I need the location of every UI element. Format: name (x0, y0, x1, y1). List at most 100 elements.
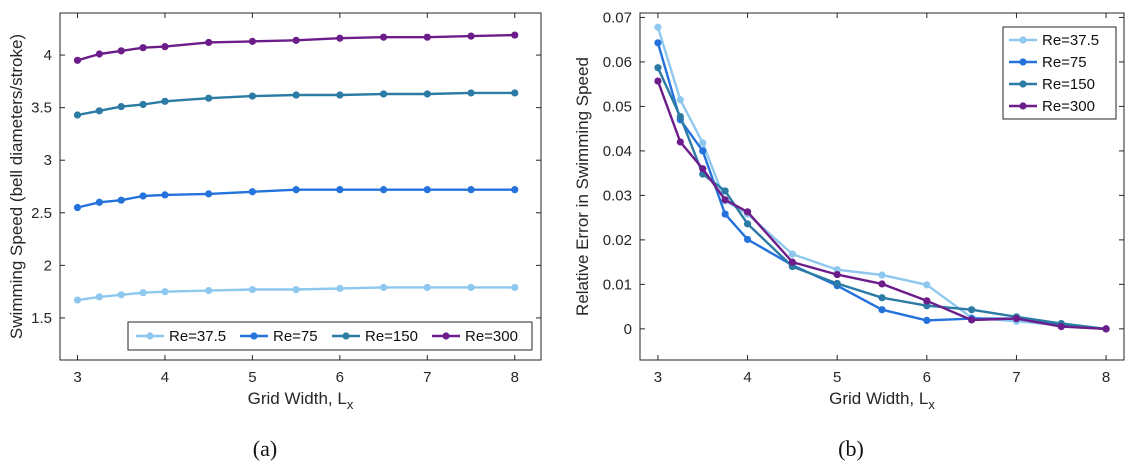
data-point (336, 284, 344, 293)
data-point (1012, 315, 1021, 323)
y-tick-label: 0.02 (603, 232, 632, 249)
data-point (205, 287, 213, 295)
data-point (721, 187, 729, 195)
y-axis-label: Swimming Speed (bell diameters/stroke) (7, 34, 26, 339)
y-tick-label: 2.5 (31, 205, 52, 222)
x-tick-label: 8 (1102, 369, 1110, 386)
legend-label: Re=150 (365, 328, 418, 345)
y-tick-label: 0.04 (603, 143, 632, 160)
y-tick-label: 3 (44, 152, 52, 169)
x-tick-label: 8 (511, 369, 519, 386)
x-tick-label: 6 (923, 369, 931, 386)
data-point (139, 192, 147, 200)
data-point (423, 283, 431, 292)
data-point (95, 107, 103, 115)
y-tick-label: 2 (44, 257, 52, 274)
data-point (423, 90, 431, 98)
data-point (95, 293, 103, 301)
series-re-37-5 (73, 283, 519, 304)
x-tick-label: 4 (161, 369, 169, 386)
data-point (73, 56, 82, 64)
x-tick-label: 5 (248, 369, 256, 386)
data-point (205, 38, 213, 47)
data-point (743, 208, 752, 216)
x-tick-label: 7 (1012, 369, 1020, 386)
chart-panel-b: 3 4 5 6 7 8 0 0.01 0.02 0.03 0.04 0.05 0.06 0.07 Grid … (573, 9, 1125, 461)
legend-box (127, 321, 533, 351)
y-tick-label: 1.5 (31, 310, 52, 327)
panel-caption: (a) (253, 436, 277, 461)
axes-box (59, 12, 542, 361)
legend-label: Re=37.5 (1042, 32, 1099, 49)
data-point (923, 297, 931, 305)
data-point (699, 165, 707, 173)
y-tick-label: 0.06 (603, 54, 632, 71)
data-point (676, 138, 684, 146)
data-point (95, 50, 103, 58)
data-point (511, 186, 519, 194)
data-point (139, 100, 147, 109)
y-tick-label: 0.07 (603, 9, 632, 26)
legend-label: Re=75 (273, 328, 318, 345)
data-point (511, 31, 519, 39)
y-tick-label: 3.5 (31, 100, 52, 117)
data-point (968, 306, 976, 314)
legend-marker (442, 332, 450, 340)
legend-label: Re=300 (1042, 98, 1095, 115)
panel-caption: (b) (838, 436, 864, 461)
series-re-75 (73, 186, 519, 212)
y-tick-label: 0.01 (603, 276, 632, 293)
data-point (721, 210, 729, 218)
data-point (336, 91, 344, 99)
legend: Re=37.5 Re=75 Re=150 Re=300 (127, 321, 533, 351)
data-point (467, 283, 475, 292)
data-point (654, 77, 662, 85)
x-tick-label: 7 (423, 369, 431, 386)
data-point (511, 283, 519, 292)
data-point (467, 89, 475, 97)
legend-label: Re=300 (465, 328, 518, 345)
data-point (292, 285, 300, 294)
data-point (878, 294, 886, 302)
data-point (833, 270, 841, 279)
data-point (73, 111, 82, 119)
x-tick-label: 4 (743, 369, 751, 386)
legend-marker (250, 332, 258, 340)
data-point (788, 258, 796, 266)
data-point (878, 306, 886, 314)
data-point (699, 147, 707, 155)
data-point (654, 23, 662, 31)
data-point (423, 186, 431, 194)
data-point (467, 32, 475, 40)
data-point (676, 96, 684, 104)
data-point (117, 291, 125, 299)
data-point (654, 64, 662, 72)
data-point (721, 196, 729, 204)
data-point (205, 94, 213, 102)
series-re-300 (73, 31, 519, 64)
data-point (73, 296, 82, 304)
x-axis-label: Grid Width, Lx (248, 389, 354, 412)
data-point (139, 289, 147, 297)
data-point (292, 91, 300, 99)
data-point (467, 186, 475, 194)
data-point (1057, 323, 1065, 331)
data-point (923, 281, 931, 289)
legend-marker (342, 332, 350, 340)
legend-label: Re=150 (1042, 76, 1095, 93)
data-point (379, 283, 388, 292)
data-point (379, 90, 388, 98)
data-point (161, 288, 169, 296)
y-tick-label: 0.03 (603, 187, 632, 204)
legend: Re=37.5 Re=75 Re=150 Re=300 (1002, 26, 1117, 120)
series-re-300 (654, 77, 1110, 333)
data-point (833, 279, 841, 288)
data-point (117, 196, 125, 204)
data-point (379, 186, 388, 194)
legend-marker (1019, 58, 1027, 66)
legend-marker (146, 332, 154, 340)
y-tick-label: 0 (624, 321, 632, 338)
x-tick-label: 5 (833, 369, 841, 386)
data-point (161, 191, 169, 199)
data-point (878, 271, 886, 279)
